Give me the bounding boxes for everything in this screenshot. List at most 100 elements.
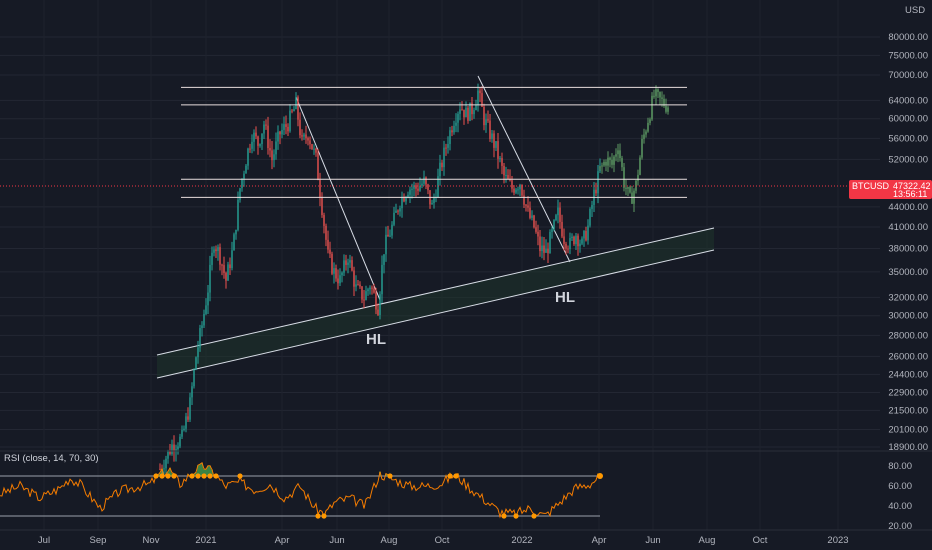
rsi-signal-dot	[447, 473, 453, 479]
candle-body	[297, 97, 299, 120]
candle-body	[539, 236, 541, 252]
candle-body	[445, 147, 447, 149]
candle-body	[373, 288, 375, 293]
forecast-body	[651, 95, 653, 120]
candle-body	[393, 212, 395, 225]
candle-body	[577, 235, 579, 247]
candle-body	[237, 199, 239, 230]
rsi-tick-label: 60.00	[888, 481, 912, 492]
forecast-body	[657, 89, 659, 92]
candle-body	[189, 397, 191, 420]
ascending-channel-fill	[157, 228, 714, 378]
candle-body	[457, 113, 459, 123]
candle-body	[489, 120, 491, 139]
rsi-signal-dot	[153, 473, 159, 479]
candle-body	[301, 135, 303, 137]
candle-body	[359, 284, 361, 287]
candle-body	[527, 205, 529, 208]
candle-body	[399, 208, 401, 212]
candle-body	[491, 133, 493, 139]
candle-body	[463, 109, 465, 118]
time-tick-label: 2021	[195, 535, 216, 546]
candle-body	[515, 189, 517, 193]
candle-body	[181, 429, 183, 437]
candle-body	[505, 175, 507, 177]
forecast-body	[627, 187, 629, 189]
candle-body	[283, 124, 285, 130]
price-tick-label: 30000.00	[888, 311, 928, 322]
forecast-body	[623, 167, 625, 188]
hl-label-2: HL	[555, 289, 575, 306]
candle-body	[407, 194, 409, 198]
candle-body	[449, 130, 451, 145]
candle-body	[431, 203, 433, 205]
candle-body	[319, 179, 321, 198]
candle-body	[481, 93, 483, 107]
candle-body	[243, 173, 245, 179]
candle-body	[413, 185, 415, 189]
candle-body	[521, 184, 523, 196]
candles-layer	[159, 83, 669, 477]
candle-body	[199, 328, 201, 348]
candle-body	[367, 289, 369, 292]
candle-body	[581, 238, 583, 244]
price-tick-label: 21500.00	[888, 405, 928, 416]
candle-body	[543, 245, 545, 253]
current-price-badge: BTCUSD 47322.42 13:56:11	[849, 180, 932, 199]
candle-body	[451, 130, 453, 133]
forecast-body	[609, 157, 611, 160]
candle-body	[247, 148, 249, 166]
price-tick-label: 28000.00	[888, 330, 928, 341]
rsi-axis[interactable]: 80.00 60.00 40.00 20.00	[888, 461, 912, 532]
price-axis[interactable]: 80000.00 75000.00 70000.00 64000.00 60000.00…	[888, 32, 928, 453]
forecast-body	[611, 159, 613, 165]
candle-body	[203, 313, 205, 326]
candle-body	[549, 231, 551, 254]
candle-body	[293, 109, 295, 112]
price-tick-label: 35000.00	[888, 267, 928, 278]
candle-body	[329, 249, 331, 254]
rsi-pane	[0, 462, 603, 520]
candle-body	[209, 264, 211, 293]
horizontal-levels	[181, 86, 687, 198]
countdown-value: 13:56:11	[893, 189, 927, 199]
price-tick-label: 18900.00	[888, 442, 928, 453]
candle-body	[259, 144, 261, 146]
candle-body	[317, 152, 319, 180]
candle-body	[263, 124, 265, 134]
candle-body	[459, 109, 461, 114]
candle-body	[493, 133, 495, 148]
candle-body	[179, 436, 181, 447]
channel-upper-line	[156, 227, 715, 356]
forecast-body	[621, 158, 623, 168]
candle-body	[447, 144, 449, 148]
candle-body	[229, 264, 231, 269]
rsi-signal-dot	[171, 473, 177, 479]
candle-body	[441, 162, 443, 168]
candle-body	[383, 254, 385, 265]
candle-body	[467, 107, 469, 121]
price-tick-label: 75000.00	[888, 50, 928, 61]
candle-body	[285, 124, 287, 127]
candle-body	[337, 278, 339, 284]
candle-body	[213, 249, 215, 253]
forecast-body	[599, 166, 601, 168]
time-tick-label: Aug	[381, 535, 398, 546]
candle-body	[573, 236, 575, 245]
forecast-body	[613, 156, 615, 165]
forecast-body	[665, 105, 667, 112]
candle-body	[175, 449, 177, 452]
price-value: 47322.42	[893, 181, 931, 191]
candle-body	[409, 189, 411, 195]
candle-body	[211, 252, 213, 265]
candle-body	[271, 150, 273, 161]
candle-body	[363, 299, 365, 301]
candle-body	[335, 268, 337, 279]
candle-body	[479, 90, 481, 94]
forecast-body	[603, 161, 605, 166]
forecast-body	[631, 192, 633, 204]
candle-body	[559, 207, 561, 222]
time-axis[interactable]: Jul Sep Nov 2021 Apr Jun Aug Oct 2022 Apr Jun Aug Oc…	[38, 535, 849, 546]
candle-body	[381, 264, 383, 295]
